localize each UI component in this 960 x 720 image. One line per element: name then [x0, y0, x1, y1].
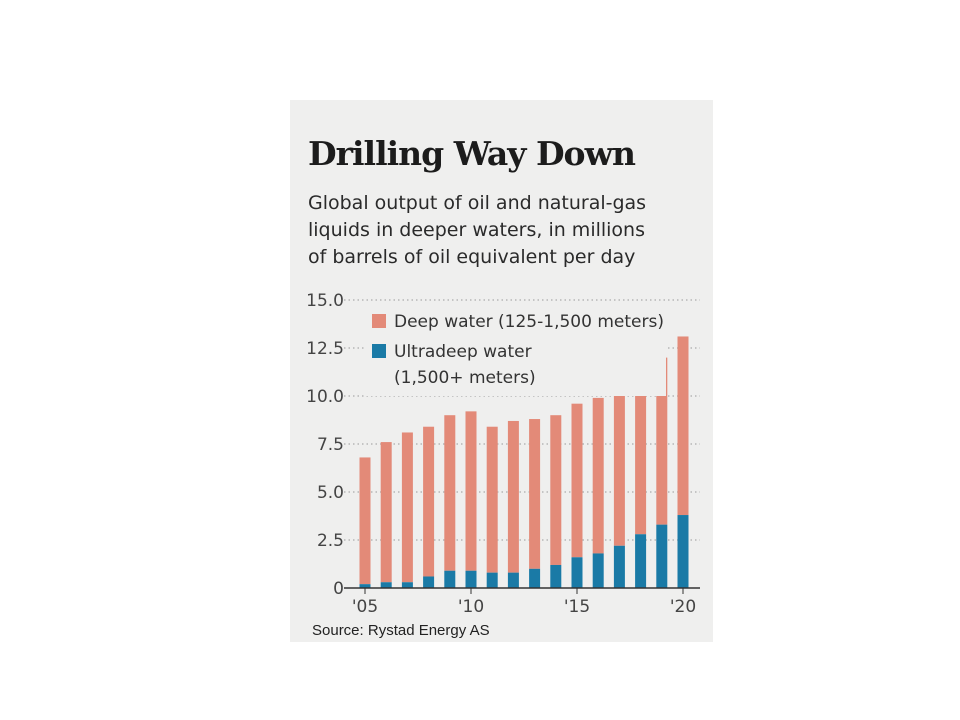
y-tick-label: 12.5 [306, 339, 344, 359]
bar-deep-water [380, 442, 392, 583]
y-axis-ticks: 0 2.5 5.0 7.5 10.0 12.5 15.0 [306, 291, 344, 599]
legend-label: (1,500+ meters) [394, 368, 536, 388]
bar-deep-water [571, 403, 583, 558]
legend-background [366, 306, 666, 396]
chart-title: Drilling Way Down [308, 134, 636, 173]
bar-ultradeep-water [444, 570, 456, 588]
bar-deep-water [465, 411, 477, 571]
bar-ultradeep-water [465, 570, 477, 588]
bar-deep-water [592, 397, 604, 554]
bar-deep-water [507, 420, 519, 573]
chart-card: Drilling Way Down Global output of oil a… [290, 100, 713, 642]
bar-deep-water [677, 336, 689, 516]
x-tick-label: '20 [670, 597, 696, 617]
bar-deep-water [529, 419, 541, 569]
bar-deep-water [401, 432, 413, 583]
x-tick-label: '05 [352, 597, 378, 617]
y-tick-label: 5.0 [317, 483, 344, 503]
bar-deep-water [486, 426, 498, 573]
legend-label: Ultradeep water [394, 342, 532, 362]
bar-ultradeep-water [380, 582, 392, 588]
subtitle-line: of barrels of oil equivalent per day [308, 246, 636, 268]
bar-ultradeep-water [486, 572, 498, 588]
subtitle-line: Global output of oil and natural-gas [308, 192, 647, 214]
y-tick-label: 10.0 [306, 387, 344, 407]
bar-deep-water [423, 426, 435, 577]
bar-deep-water [550, 415, 562, 565]
bar-ultradeep-water [613, 545, 625, 588]
y-tick-label: 7.5 [317, 435, 344, 455]
y-tick-label: 15.0 [306, 291, 344, 311]
stacked-bar-chart: 0 2.5 5.0 7.5 10.0 12.5 15.0 '05 '10 '15 '20 Deep… [306, 291, 700, 617]
legend-swatch [372, 314, 386, 328]
subtitle-line: liquids in deeper waters, in millions [308, 219, 645, 241]
bar-ultradeep-water [677, 515, 689, 588]
bar-ultradeep-water [656, 524, 668, 588]
bar-deep-water [359, 457, 371, 585]
bar-deep-water [613, 386, 625, 546]
x-tick-label: '10 [458, 597, 484, 617]
bar-deep-water [635, 371, 647, 535]
legend-label: Deep water (125-1,500 meters) [394, 312, 664, 332]
bar-deep-water [444, 415, 456, 571]
bar-ultradeep-water [359, 584, 371, 588]
source-note: Source: Rystad Energy AS [312, 622, 490, 639]
bar-ultradeep-water [507, 572, 519, 588]
y-tick-label: 0 [333, 579, 344, 599]
bar-deep-water [656, 357, 668, 525]
bar-ultradeep-water [571, 557, 583, 588]
x-axis-ticks: '05 '10 '15 '20 [352, 588, 696, 617]
legend: Deep water (125-1,500 meters) Ultradeep w… [366, 306, 666, 396]
bars [359, 336, 689, 588]
legend-swatch [372, 344, 386, 358]
chart-subtitle: Global output of oil and natural-gas liq… [308, 190, 708, 271]
bar-ultradeep-water [423, 576, 435, 588]
y-tick-label: 2.5 [317, 531, 344, 551]
x-tick-label: '15 [564, 597, 590, 617]
bar-ultradeep-water [635, 534, 647, 588]
bar-ultradeep-water [592, 553, 604, 588]
bar-ultradeep-water [550, 564, 562, 588]
bar-ultradeep-water [529, 568, 541, 588]
bar-ultradeep-water [401, 582, 413, 588]
